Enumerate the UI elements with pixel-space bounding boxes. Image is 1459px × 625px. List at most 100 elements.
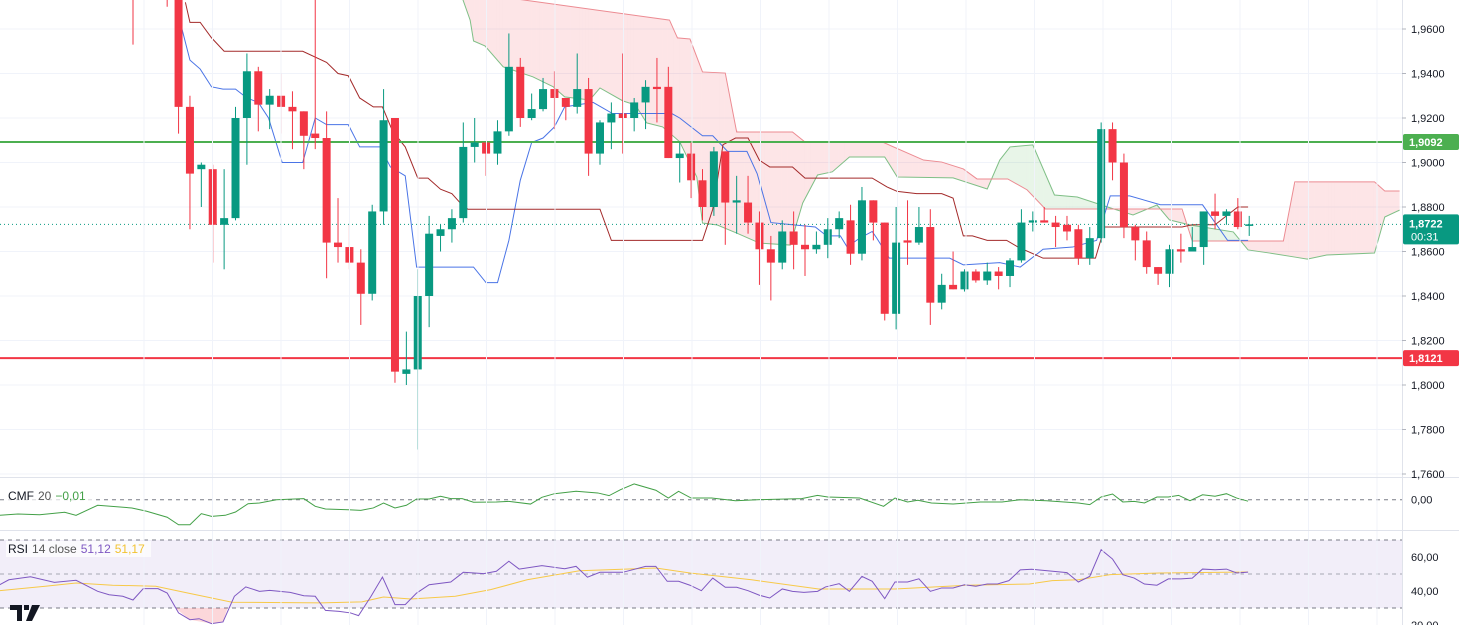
ichimoku-cloud-segment bbox=[630, 14, 634, 105]
ichimoku-cloud-segment bbox=[980, 178, 984, 188]
ichimoku-cloud-segment bbox=[961, 168, 964, 182]
candle-body-up bbox=[242, 71, 251, 118]
ichimoku-cloud-segment bbox=[1288, 199, 1292, 257]
ichimoku-cloud-segment bbox=[798, 137, 802, 217]
rsi-axis-label: 40,00 bbox=[1411, 586, 1439, 598]
ichimoku-cloud-segment bbox=[496, 0, 500, 63]
ichimoku-cloud-segment bbox=[1174, 209, 1178, 222]
ichimoku-cloud-segment bbox=[1354, 181, 1357, 254]
ichimoku-cloud-segment bbox=[1254, 241, 1258, 252]
candle-body-up bbox=[778, 231, 787, 263]
candle-body-down bbox=[1108, 129, 1117, 163]
candle-body-up bbox=[595, 122, 604, 154]
ichimoku-cloud-segment bbox=[528, 0, 532, 77]
ichimoku-cloud-segment bbox=[1063, 195, 1067, 210]
candle-body-down bbox=[1142, 240, 1151, 268]
ichimoku-cloud-segment bbox=[775, 132, 779, 245]
ichimoku-cloud-segment bbox=[625, 13, 628, 103]
candle-body-down bbox=[744, 202, 753, 223]
ichimoku-cloud-segment bbox=[1092, 201, 1095, 210]
ichimoku-cloud-segment bbox=[582, 8, 586, 100]
ichimoku-cloud-segment bbox=[832, 142, 836, 172]
ichimoku-cloud-segment bbox=[878, 142, 882, 157]
candle-body-up bbox=[436, 229, 445, 236]
last-price-tag bbox=[1403, 214, 1459, 245]
ichimoku-cloud-segment bbox=[784, 132, 788, 245]
ichimoku-cloud-segment bbox=[502, 0, 506, 68]
ichimoku-cloud-segment bbox=[1356, 181, 1360, 254]
ichimoku-cloud-segment bbox=[1018, 145, 1021, 187]
ichimoku-cloud-segment bbox=[1302, 181, 1306, 259]
candle-body-up bbox=[937, 284, 946, 303]
ichimoku-cloud-segment bbox=[465, 0, 469, 16]
ichimoku-cloud-segment bbox=[1262, 241, 1266, 253]
ichimoku-cloud-segment bbox=[516, 0, 520, 73]
ichimoku-cloud-segment bbox=[881, 142, 885, 157]
ichimoku-cloud-segment bbox=[892, 146, 896, 175]
ichimoku-cloud-segment bbox=[830, 142, 833, 173]
tradingview-logo-icon[interactable] bbox=[10, 603, 42, 623]
ichimoku-cloud-segment bbox=[912, 155, 916, 178]
ichimoku-cloud-segment bbox=[673, 29, 677, 139]
ichimoku-cloud-segment bbox=[898, 149, 902, 178]
ichimoku-cloud-segment bbox=[1015, 146, 1019, 185]
candle-body-down bbox=[755, 222, 764, 250]
ichimoku-cloud-segment bbox=[565, 5, 569, 98]
ichimoku-cloud-segment bbox=[756, 132, 759, 243]
ichimoku-cloud-segment bbox=[730, 99, 734, 232]
ichimoku-cloud-segment bbox=[1035, 150, 1038, 202]
ichimoku-cloud-segment bbox=[1029, 144, 1033, 196]
ichimoku-cloud-segment bbox=[573, 6, 577, 99]
ichimoku-cloud-segment bbox=[511, 0, 514, 71]
ichimoku-cloud-segment bbox=[1325, 181, 1329, 256]
ichimoku-cloud-segment bbox=[1368, 181, 1372, 254]
ichimoku-cloud-segment bbox=[958, 167, 962, 181]
price-axis-label: 1,8000 bbox=[1411, 380, 1445, 392]
candle-body-down bbox=[766, 249, 775, 263]
candle-body-up bbox=[402, 369, 411, 374]
candle-body-down bbox=[994, 271, 1003, 276]
cmf-value: −0,01 bbox=[55, 489, 86, 503]
resistance-price-tag-label: 1,9092 bbox=[1409, 137, 1443, 149]
ichimoku-cloud-segment bbox=[889, 145, 893, 170]
candle-body-up bbox=[1028, 220, 1037, 223]
candle-body-down bbox=[1040, 220, 1049, 223]
price-axis-label: 1,9400 bbox=[1411, 69, 1445, 81]
ichimoku-cloud-segment bbox=[844, 142, 848, 162]
candle-body-up bbox=[425, 233, 434, 296]
candle-body-up bbox=[573, 89, 582, 107]
candle-body-up bbox=[1222, 211, 1231, 216]
candle-body-up bbox=[641, 86, 650, 103]
ichimoku-cloud-segment bbox=[921, 159, 925, 178]
ichimoku-cloud-segment bbox=[633, 15, 637, 107]
ichimoku-cloud-segment bbox=[562, 5, 566, 97]
ichimoku-cloud-segment bbox=[1046, 176, 1050, 210]
ichimoku-cloud-segment bbox=[952, 165, 956, 179]
ichimoku-cloud-segment bbox=[1040, 163, 1044, 208]
ichimoku-cloud-segment bbox=[872, 142, 876, 157]
price-axis-label: 1,8800 bbox=[1411, 202, 1445, 214]
ichimoku-cloud-segment bbox=[1171, 209, 1175, 222]
cmf-legend[interactable]: CMF 20 −0,01 bbox=[6, 488, 92, 504]
ichimoku-cloud-segment bbox=[568, 6, 571, 98]
ichimoku-cloud-segment bbox=[778, 132, 782, 245]
rsi-value: 51,12 bbox=[80, 542, 111, 556]
rsi-legend[interactable]: RSI 14 close 51,12 51,17 bbox=[6, 541, 151, 557]
ichimoku-cloud-segment bbox=[906, 152, 910, 178]
ichimoku-cloud-segment bbox=[579, 7, 583, 100]
ichimoku-cloud-segment bbox=[915, 156, 919, 178]
rsi-ma-line bbox=[0, 567, 1249, 604]
rsi-axis-label: 60,00 bbox=[1411, 552, 1439, 564]
ichimoku-cloud-segment bbox=[793, 132, 796, 236]
ichimoku-cloud-segment bbox=[835, 142, 839, 169]
ichimoku-cloud-segment bbox=[1055, 195, 1058, 210]
candle-body-up bbox=[630, 102, 639, 118]
ichimoku-cloud-segment bbox=[1006, 147, 1010, 180]
ichimoku-cloud-segment bbox=[588, 8, 591, 100]
ichimoku-cloud-segment bbox=[1214, 228, 1218, 242]
ichimoku-cloud-segment bbox=[810, 142, 813, 189]
ichimoku-cloud-segment bbox=[1089, 200, 1093, 210]
ichimoku-cloud-segment bbox=[585, 8, 589, 100]
candle-body-down bbox=[516, 66, 525, 118]
